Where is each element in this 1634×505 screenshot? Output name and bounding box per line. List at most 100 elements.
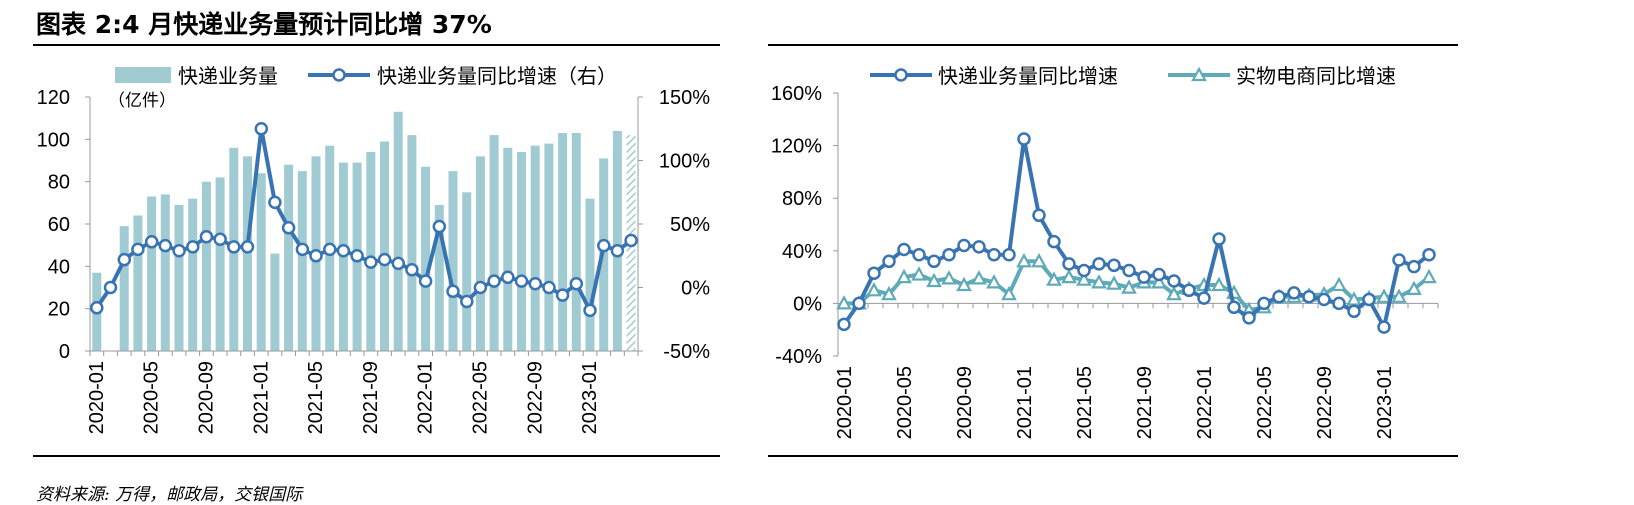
express-growth-point-2020-07: [927, 254, 941, 269]
express-growth-point-2022-03: [1227, 300, 1241, 315]
ecommerce-point-2020-09: [956, 276, 972, 292]
x-tick-label: 2023-01: [579, 361, 601, 434]
ecommerce-point-2021-05: [1076, 271, 1092, 286]
bar-2023-01: [585, 198, 595, 351]
bar-2022-07: [503, 147, 513, 351]
express-growth-point-2020-08: [942, 247, 956, 262]
growth-point-2022-12: [569, 276, 584, 291]
growth-point-2022-04: [460, 294, 474, 309]
express-growth-point-2021-04: [1062, 257, 1076, 271]
express-growth-point-2022-07: [1287, 286, 1301, 300]
express-growth-point-2022-08: [1302, 290, 1316, 304]
right-y-tick-label: -50%: [663, 341, 710, 363]
right-y-tick-label: 100%: [659, 151, 710, 173]
growth-line: [95, 126, 633, 313]
x-tick-label: 2020-09: [954, 366, 976, 439]
x-tick-label: 2021-09: [360, 361, 382, 434]
y-tick-label: 0%: [793, 293, 822, 315]
growth-point-2022-11: [555, 288, 570, 302]
legend-label-growth: 快递业务量同比增速（右）: [377, 65, 617, 88]
express-growth-point-2020-06: [912, 247, 926, 262]
left-y-tick-label: 0: [59, 341, 70, 363]
express-growth-point-2020-01: [837, 317, 851, 332]
ecommerce-point-2020-06: [911, 266, 927, 281]
bar-2020-06: [160, 194, 170, 351]
bar-2020-09: [201, 181, 211, 351]
express-growth-point-2020-10: [972, 240, 986, 254]
x-tick-label: 2022-05: [469, 361, 491, 434]
bar-2022-10: [544, 143, 554, 351]
express-growth-point-2021-03: [1047, 234, 1061, 249]
growth-point-2021-05: [309, 249, 323, 263]
left-y-tick-label: 40: [48, 256, 70, 278]
growth-point-2020-06: [158, 238, 173, 253]
express-growth-point-2020-11: [987, 247, 1001, 262]
bar-2021-03: [284, 164, 294, 351]
express-growth-point-2022-01: [1197, 291, 1211, 305]
x-tick-label: 2022-05: [1254, 366, 1276, 439]
ecommerce-point-2023-02: [1391, 288, 1407, 303]
bar-2020-07: [174, 205, 184, 351]
growth-point-2023-02: [597, 238, 611, 253]
ecommerce-point-2020-12: [1001, 285, 1017, 301]
express-growth-point-2023-02: [1392, 253, 1406, 267]
bar-2020-03: [119, 226, 129, 351]
growth-point-2020-09: [199, 229, 214, 244]
chart-title: 图表 2:4 月快递业务量预计同比增 37%: [36, 10, 492, 39]
right-y-tick-label: 50%: [670, 214, 710, 236]
growth-point-2021-10: [377, 252, 392, 267]
left-y-tick-label: 100: [37, 129, 70, 151]
growth-point-2022-01: [418, 274, 433, 288]
express-growth-point-2021-01: [1017, 132, 1031, 146]
growth-point-2021-01: [254, 122, 269, 136]
x-tick-label: 2021-01: [250, 361, 272, 434]
express-growth-point-2022-10: [1332, 296, 1346, 311]
ecommerce-point-2020-04: [881, 285, 897, 301]
bar-2022-04: [462, 192, 472, 352]
growth-point-2021-07: [336, 243, 351, 258]
top-rule-right: [768, 44, 1458, 46]
bar-2022-08: [517, 152, 526, 351]
right-y-tick-label: 150%: [659, 87, 710, 109]
bar-2020-05: [147, 196, 157, 351]
x-tick-label: 2022-01: [415, 361, 437, 434]
express-growth-point-2022-06: [1272, 290, 1286, 304]
bottom-rule-left: [33, 455, 720, 457]
bar-2022-02: [434, 205, 444, 351]
growth-point-2021-09: [364, 255, 378, 269]
ecommerce-point-2021-11: [1166, 285, 1182, 301]
bar-2022-06: [489, 135, 499, 351]
growth-point-2022-06: [487, 274, 501, 288]
growth-point-2022-07: [501, 270, 515, 285]
express-growth-point-2020-09: [957, 238, 971, 253]
bar-2021-09: [366, 152, 376, 351]
express-growth-point-2021-09: [1137, 270, 1151, 284]
growth-point-2021-12: [405, 262, 419, 277]
growth-point-2020-02: [103, 280, 118, 295]
legend-swatch-express-marker: [894, 68, 908, 82]
express-growth-point-2022-11: [1347, 304, 1361, 319]
express-growth-point-2021-10: [1152, 267, 1166, 282]
growth-point-2022-08: [514, 274, 529, 288]
ecommerce-point-2020-11: [986, 274, 1002, 289]
express-growth-point-2022-04: [1242, 311, 1256, 325]
legend-swatch-ecommerce-marker: [1191, 66, 1207, 82]
x-tick-label: 2020-01: [86, 361, 108, 434]
x-tick-label: 2021-09: [1134, 366, 1156, 439]
express-growth-point-2021-11: [1167, 274, 1181, 288]
growth-point-2023-01: [583, 303, 597, 318]
legend-label-volume: 快递业务量: [178, 65, 278, 88]
bar-2021-02: [270, 253, 280, 351]
x-tick-label: 2022-09: [524, 361, 546, 434]
x-tick-label: 2021-05: [305, 361, 327, 434]
x-tick-label: 2020-05: [894, 366, 916, 439]
growth-point-2020-08: [186, 240, 200, 254]
ecommerce-line: [844, 259, 1431, 312]
growth-point-2020-04: [131, 242, 145, 257]
x-tick-label: 2020-09: [195, 361, 217, 434]
express-growth-point-2022-02: [1212, 232, 1226, 246]
express-growth-point-2020-04: [882, 254, 896, 269]
ecommerce-point-2021-06: [1091, 274, 1107, 289]
bar-2021-04: [297, 171, 307, 351]
